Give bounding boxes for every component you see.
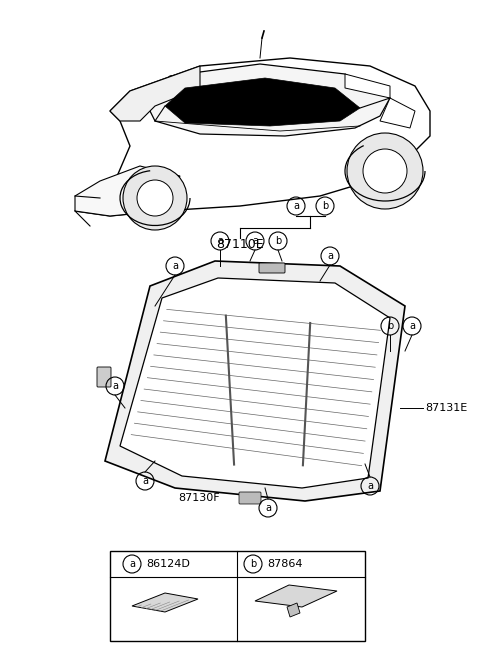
- Text: 86124D: 86124D: [146, 559, 190, 569]
- FancyBboxPatch shape: [239, 492, 261, 504]
- Polygon shape: [132, 593, 198, 612]
- Text: a: a: [142, 476, 148, 486]
- Polygon shape: [75, 166, 180, 216]
- FancyBboxPatch shape: [259, 263, 285, 273]
- Polygon shape: [287, 603, 300, 617]
- Text: a: a: [129, 559, 135, 569]
- Circle shape: [137, 180, 173, 216]
- Text: a: a: [265, 503, 271, 513]
- Circle shape: [347, 133, 423, 209]
- Polygon shape: [75, 58, 430, 216]
- Text: a: a: [409, 321, 415, 331]
- Polygon shape: [255, 585, 337, 607]
- Polygon shape: [145, 64, 390, 136]
- FancyBboxPatch shape: [110, 551, 365, 641]
- Text: 87110E: 87110E: [216, 237, 264, 251]
- Text: a: a: [172, 261, 178, 271]
- Polygon shape: [120, 278, 390, 488]
- Text: a: a: [327, 251, 333, 261]
- Text: b: b: [322, 201, 328, 211]
- Polygon shape: [165, 78, 360, 126]
- Text: b: b: [387, 321, 393, 331]
- Circle shape: [363, 149, 407, 193]
- Text: 87130F: 87130F: [178, 493, 220, 503]
- Text: b: b: [250, 559, 256, 569]
- Text: 87131E: 87131E: [425, 403, 467, 413]
- Text: a: a: [112, 381, 118, 391]
- Polygon shape: [380, 98, 415, 128]
- Text: 87864: 87864: [267, 559, 302, 569]
- Polygon shape: [110, 66, 200, 121]
- Polygon shape: [105, 261, 405, 501]
- Text: a: a: [217, 236, 223, 246]
- Polygon shape: [345, 74, 390, 98]
- Text: a: a: [367, 481, 373, 491]
- Text: b: b: [275, 236, 281, 246]
- Text: a: a: [252, 236, 258, 246]
- Text: a: a: [293, 201, 299, 211]
- Circle shape: [123, 166, 187, 230]
- FancyBboxPatch shape: [97, 367, 111, 387]
